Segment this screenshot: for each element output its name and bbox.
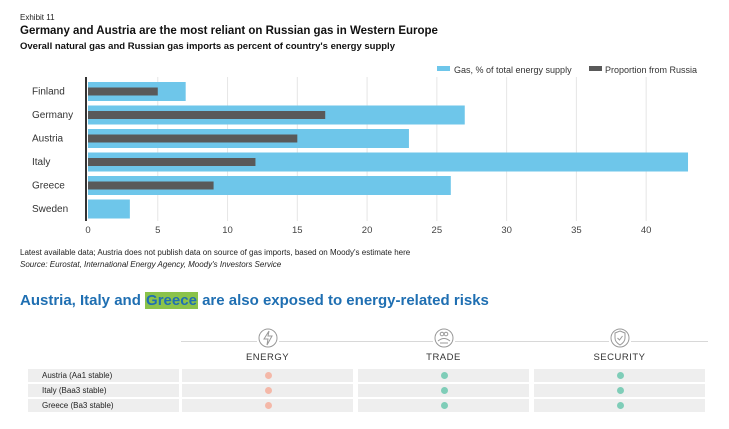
category-label: Italy	[32, 157, 50, 168]
risk-cell	[358, 399, 529, 412]
risk-cell	[534, 399, 705, 412]
risk-status-dot-low	[440, 372, 448, 379]
x-tick-label: 0	[85, 225, 90, 236]
category-label: Greece	[32, 181, 65, 192]
risk-cell	[182, 384, 353, 397]
risk-cell	[182, 369, 353, 382]
chart-note: Latest available data; Austria does not …	[20, 248, 411, 257]
lightning-bolt-icon-glyph	[258, 328, 277, 348]
bar-russia-share	[88, 181, 214, 190]
handshake-icon	[432, 327, 455, 349]
risk-status-dot-low	[440, 402, 448, 409]
bar-gas-share	[88, 152, 689, 172]
category-label: Sweden	[32, 204, 68, 215]
x-tick-label: 35	[571, 225, 582, 236]
risk-title-end: are also exposed to energy-related risks	[197, 292, 489, 309]
category-label: Austria	[32, 134, 64, 145]
handshake-icon-glyph	[434, 328, 453, 348]
risk-row-label: Italy (Baa3 stable)	[28, 384, 179, 397]
legend-label-russia: Proportion from Russia	[605, 65, 697, 75]
risk-cell	[534, 384, 705, 397]
category-label: Germany	[32, 110, 73, 121]
risk-cell	[534, 369, 705, 382]
risk-title-highlight: Greece	[145, 292, 198, 309]
risk-status-dot-elevated	[264, 402, 272, 409]
bar-gas-share	[88, 176, 451, 195]
risk-title-start: Austria, Italy and	[20, 292, 146, 309]
risk-status-dot-low	[616, 402, 624, 409]
shield-check-icon	[608, 327, 631, 349]
category-label: Finland	[32, 87, 65, 98]
risk-section-title: Austria, Italy and Greece are also expos…	[20, 292, 489, 309]
risk-status-dot-low	[616, 372, 624, 379]
x-tick-label: 40	[641, 225, 652, 236]
x-tick-label: 5	[155, 225, 160, 236]
chart-source: Source: Eurostat, International Energy A…	[20, 260, 282, 269]
risk-column-header: TRADE	[426, 352, 461, 363]
risk-row-label: Greece (Ba3 stable)	[28, 399, 179, 412]
risk-status-dot-elevated	[264, 372, 272, 379]
bar-russia-share	[88, 134, 298, 143]
legend-label-gas: Gas, % of total energy supply	[454, 65, 572, 75]
risk-column-header: ENERGY	[245, 352, 290, 363]
lightning-bolt-icon	[256, 327, 279, 349]
legend-swatch-russia	[589, 66, 602, 71]
x-tick-label: 15	[292, 225, 303, 236]
risk-status-dot-low	[440, 387, 448, 394]
legend-swatch-gas	[437, 66, 450, 71]
x-tick-label: 20	[362, 225, 373, 236]
bar-russia-share	[88, 87, 158, 96]
shield-check-icon-glyph	[610, 328, 629, 348]
bar-russia-share	[88, 158, 256, 166]
x-tick-label: 10	[222, 225, 233, 236]
x-tick-label: 30	[501, 225, 512, 236]
risk-cell	[182, 399, 353, 412]
risk-cell	[358, 369, 529, 382]
chart-subtitle: Overall natural gas and Russian gas impo…	[20, 41, 395, 52]
risk-cell	[358, 384, 529, 397]
risk-row-label: Austria (Aa1 stable)	[28, 369, 179, 382]
risk-status-dot-low	[616, 387, 624, 394]
risk-status-dot-elevated	[264, 387, 272, 394]
chart-title: Germany and Austria are the most reliant…	[20, 25, 438, 37]
bar-russia-share	[88, 111, 326, 119]
exhibit-label: Exhibit 11	[20, 13, 55, 22]
page-bottom	[0, 424, 729, 429]
x-tick-label: 25	[432, 225, 443, 236]
risk-column-header: SECURITY	[593, 352, 646, 363]
bar-chart: 0 5 10 15 20 25 30 35 40 Finland Germany Austria Ita…	[32, 65, 697, 236]
bar-gas-share	[88, 199, 130, 219]
